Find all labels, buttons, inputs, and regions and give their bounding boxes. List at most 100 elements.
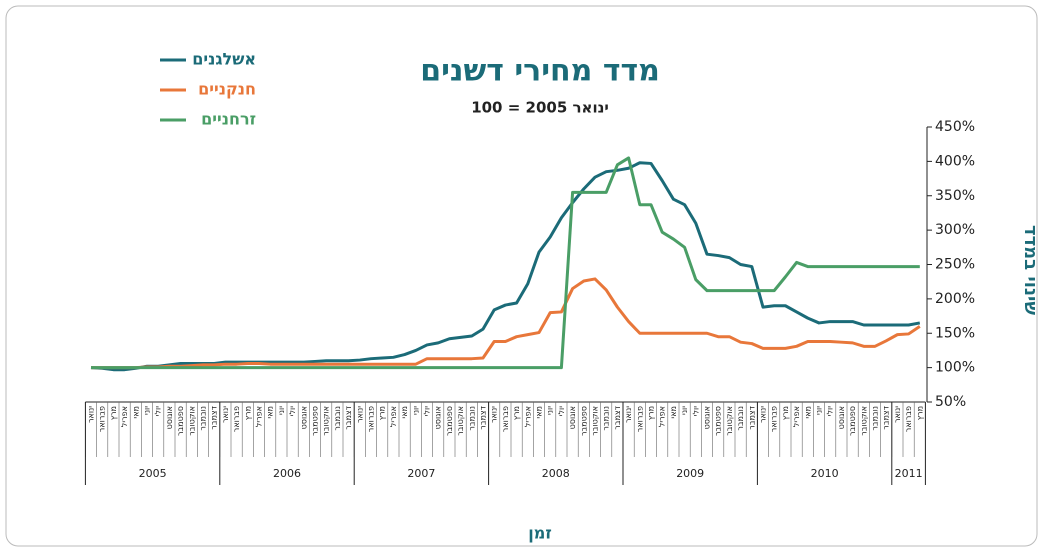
x-tick-label: ספטמבר bbox=[311, 406, 320, 436]
x-tick-label: אוקטובר bbox=[187, 406, 196, 436]
x-tick-label: אוקטובר bbox=[725, 406, 734, 436]
y-tick-label: 50% bbox=[935, 394, 966, 410]
x-tick-label: מרץ bbox=[243, 406, 252, 420]
y-tick-label: 400% bbox=[935, 153, 975, 169]
x-tick-label: מאי bbox=[266, 406, 275, 419]
year-label: 2009 bbox=[676, 467, 704, 480]
x-tick-label: מאי bbox=[803, 406, 812, 419]
x-tick-label: נובמבר bbox=[736, 406, 745, 431]
x-tick-label: ינואר bbox=[759, 406, 768, 423]
legend-label: אשלגנים bbox=[192, 50, 256, 69]
x-tick-label: ינואר bbox=[355, 406, 364, 423]
x-tick-label: מאי bbox=[400, 406, 409, 419]
y-axis-label: שינוי במדד bbox=[1020, 225, 1041, 315]
y-tick-label: 150% bbox=[935, 325, 975, 341]
x-tick-label: דצמבר bbox=[210, 405, 219, 429]
x-tick-label: מרץ bbox=[781, 406, 790, 420]
x-tick-label: ינואר bbox=[87, 406, 96, 423]
x-tick-label: מרץ bbox=[915, 406, 924, 420]
x-tick-label: פברואר bbox=[635, 406, 644, 432]
x-tick-label: ינואר bbox=[221, 406, 230, 423]
x-tick-label: ספטמבר bbox=[848, 406, 857, 436]
x-tick-label: אפריל bbox=[792, 406, 801, 427]
x-tick-label: יולי bbox=[691, 406, 700, 417]
x-tick-label: יוני bbox=[815, 406, 824, 415]
x-tick-label: פברואר bbox=[367, 406, 376, 432]
x-tick-label: יולי bbox=[557, 406, 566, 417]
chart-title: מדד מחירי דשנים bbox=[420, 54, 660, 89]
x-tick-label: יולי bbox=[288, 406, 297, 417]
x-tick-label: אוגוסט bbox=[434, 406, 443, 429]
chart-subtitle: ינואר 2005 = 100 bbox=[471, 99, 609, 117]
x-tick-label: מרץ bbox=[647, 406, 656, 420]
x-tick-label: יוני bbox=[277, 406, 286, 415]
year-label: 2008 bbox=[542, 467, 570, 480]
year-label: 2010 bbox=[811, 467, 839, 480]
year-label: 2005 bbox=[139, 467, 167, 480]
x-tick-label: יולי bbox=[826, 406, 835, 417]
x-axis-label: זמן bbox=[528, 524, 551, 543]
x-tick-label: ספטמבר bbox=[176, 406, 185, 436]
x-tick-label: אוקטובר bbox=[456, 406, 465, 436]
y-tick-label: 100% bbox=[935, 360, 975, 376]
y-tick-label: 350% bbox=[935, 188, 975, 204]
year-label: 2007 bbox=[407, 467, 435, 480]
x-tick-label: מאי bbox=[535, 406, 544, 419]
x-tick-label: אוקטובר bbox=[591, 406, 600, 436]
x-tick-label: מאי bbox=[131, 406, 140, 419]
x-tick-label: פברואר bbox=[904, 406, 913, 432]
x-tick-label: מאי bbox=[669, 406, 678, 419]
x-tick-label: פברואר bbox=[501, 406, 510, 432]
y-tick-label: 200% bbox=[935, 291, 975, 307]
x-tick-label: אוגוסט bbox=[703, 406, 712, 429]
year-label: 2011 bbox=[895, 467, 923, 480]
series-line bbox=[91, 156, 920, 370]
y-tick-label: 250% bbox=[935, 257, 975, 273]
legend-label: זרחניים bbox=[201, 110, 256, 129]
x-tick-label: ינואר bbox=[624, 406, 633, 423]
year-label: 2006 bbox=[273, 467, 301, 480]
x-tick-label: יולי bbox=[154, 406, 163, 417]
x-tick-label: נובמבר bbox=[199, 406, 208, 431]
x-tick-label: אפריל bbox=[120, 406, 129, 427]
x-tick-label: ספטמבר bbox=[445, 406, 454, 436]
x-tick-label: יוני bbox=[680, 406, 689, 415]
x-tick-label: נובמבר bbox=[333, 406, 342, 431]
series-line bbox=[90, 161, 921, 372]
x-tick-label: ינואר bbox=[893, 406, 902, 423]
x-tick-label: אפריל bbox=[658, 406, 667, 427]
legend-label: חנקניים bbox=[198, 80, 256, 99]
x-tick-label: מרץ bbox=[109, 406, 118, 420]
series-line bbox=[91, 277, 921, 370]
x-tick-label: פברואר bbox=[232, 406, 241, 432]
x-tick-label: יוני bbox=[546, 406, 555, 415]
x-tick-label: אוקטובר bbox=[859, 406, 868, 436]
x-tick-label: דצמבר bbox=[479, 405, 488, 429]
x-tick-label: אוגוסט bbox=[837, 406, 846, 429]
x-tick-label: דצמבר bbox=[344, 405, 353, 429]
x-tick-label: דצמבר bbox=[613, 405, 622, 429]
x-tick-label: יוני bbox=[143, 406, 152, 415]
x-tick-label: אוגוסט bbox=[568, 406, 577, 429]
x-tick-label: ינואר bbox=[490, 406, 499, 423]
x-tick-label: דצמבר bbox=[747, 405, 756, 429]
x-tick-label: ספטמבר bbox=[579, 406, 588, 436]
x-tick-label: נובמבר bbox=[871, 406, 880, 431]
x-tick-label: ספטמבר bbox=[714, 406, 723, 436]
x-tick-label: יולי bbox=[423, 406, 432, 417]
x-tick-label: אפריל bbox=[389, 406, 398, 427]
x-tick-label: נובמבר bbox=[467, 406, 476, 431]
x-tick-label: מרץ bbox=[378, 406, 387, 420]
x-tick-label: אפריל bbox=[523, 406, 532, 427]
x-tick-label: אוגוסט bbox=[299, 406, 308, 429]
x-tick-label: יוני bbox=[411, 406, 420, 415]
card bbox=[5, 5, 1038, 547]
x-tick-label: נובמבר bbox=[602, 406, 611, 431]
x-tick-label: אוגוסט bbox=[165, 406, 174, 429]
x-tick-label: אוקטובר bbox=[322, 406, 331, 436]
x-tick-label: פברואר bbox=[770, 406, 779, 432]
x-tick-label: מרץ bbox=[512, 406, 521, 420]
x-tick-label: דצמבר bbox=[882, 405, 891, 429]
x-tick-label: אפריל bbox=[255, 406, 264, 427]
